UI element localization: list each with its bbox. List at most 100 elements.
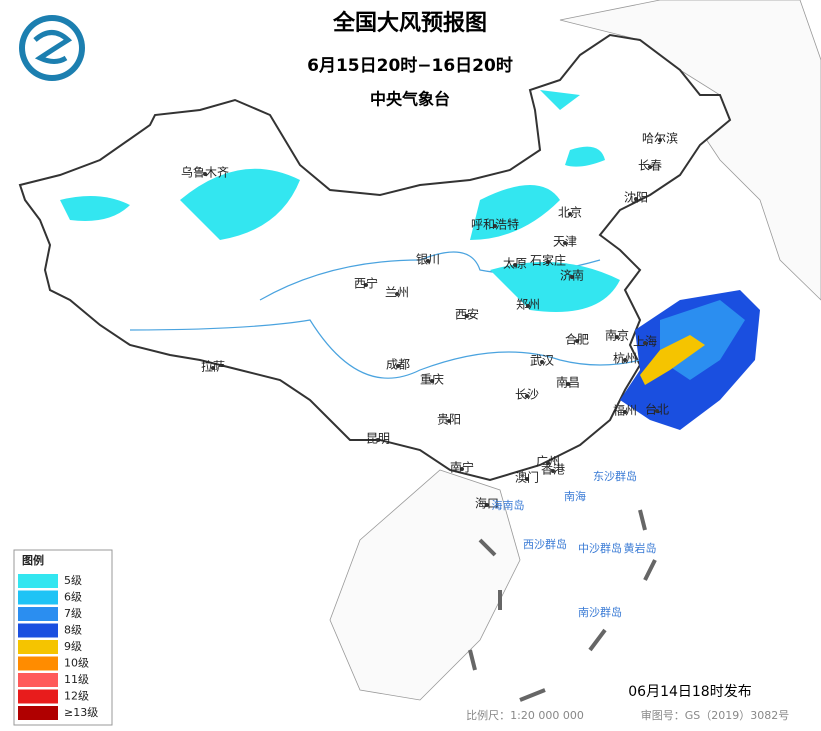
legend-swatch [18, 640, 58, 654]
city-dot [575, 339, 579, 343]
city-dot [426, 259, 430, 263]
city-dot [634, 197, 638, 201]
legend-label: 7级 [64, 607, 82, 620]
city-dot [430, 379, 434, 383]
legend-swatch [18, 574, 58, 588]
legend-title: 图例 [22, 553, 44, 567]
sea-label: 西沙群岛 [523, 537, 567, 551]
city-label: 南宁 [450, 460, 474, 475]
city-label: 西宁 [354, 276, 378, 291]
period: 6月15日20时−16日20时 [307, 56, 513, 76]
city-label: 重庆 [420, 373, 444, 387]
city-label: 西安 [455, 307, 479, 322]
legend-swatch [18, 590, 58, 605]
city-dot [648, 165, 652, 169]
city-dot [546, 461, 550, 465]
city-label: 兰州 [385, 286, 409, 300]
sea-label: 中沙群岛 [578, 541, 622, 555]
city-label: 沈阳 [624, 190, 648, 205]
city-dot [364, 283, 368, 287]
approval: 审图号：GS（2019）3082号 [641, 708, 790, 722]
city-label: 海口 [475, 496, 499, 511]
city-label: 长沙 [515, 388, 539, 402]
legend-label: 9级 [64, 640, 82, 653]
city-label: 杭州 [613, 351, 637, 366]
city-label: 长春 [638, 159, 662, 173]
legend-label: 11级 [64, 673, 89, 686]
city-label: 银川 [416, 253, 440, 267]
city-label: 济南 [560, 268, 584, 283]
river [129, 319, 641, 379]
city-dot [570, 275, 574, 279]
city-label: 广州 [536, 455, 560, 469]
legend-label: 10级 [64, 657, 89, 670]
legend-label: ≥13级 [64, 706, 98, 719]
legend-swatch [18, 706, 58, 720]
city-label: 郑州 [516, 297, 540, 312]
sea-label: 南沙群岛 [578, 605, 622, 619]
city-label: 澳门 [515, 470, 539, 485]
city-dot [211, 366, 215, 370]
neighbour-land [559, 0, 821, 301]
neighbour-land [329, 469, 521, 701]
sea-label: 黄岩岛 [624, 541, 657, 555]
sea-label: 海南岛 [492, 498, 525, 512]
legend-label: 5级 [64, 574, 82, 587]
city-label: 南京 [605, 328, 629, 343]
city-dot [540, 360, 544, 364]
boundary-dash [468, 509, 657, 702]
legend-label: 8级 [64, 624, 82, 637]
city-dot [493, 224, 497, 228]
city-dot [526, 304, 530, 308]
city-label: 拉萨 [201, 359, 225, 374]
city-dot [447, 419, 451, 423]
city-dot [566, 382, 570, 386]
city-dot [376, 438, 380, 442]
city-label: 台北 [645, 402, 669, 417]
scale: 比例尺：1:20 000 000 [466, 708, 584, 722]
wind-9 [640, 335, 705, 385]
legend-swatch [18, 607, 58, 621]
city-label: 南昌 [556, 375, 580, 390]
city-label: 天津 [553, 235, 577, 249]
legend-swatch [18, 689, 58, 704]
legend-label: 6级 [64, 591, 82, 604]
city-dot [460, 467, 464, 471]
title: 全国大风预报图 [332, 10, 487, 36]
city-dot [513, 263, 517, 267]
wind-5 [60, 90, 620, 312]
city-dot [623, 358, 627, 362]
city-label: 香港 [541, 463, 565, 477]
china-outline [18, 33, 732, 482]
city-label: 贵阳 [437, 413, 461, 427]
city-label: 武汉 [530, 354, 554, 368]
city-dot [551, 469, 555, 473]
city-label: 成都 [386, 358, 410, 372]
city-dot [546, 260, 550, 264]
city-label: 太原 [503, 256, 527, 271]
city-dot [568, 212, 572, 216]
city-dot [658, 138, 662, 142]
city-dot [563, 241, 567, 245]
city-label: 福州 [613, 403, 637, 418]
city-label: 石家庄 [530, 253, 566, 268]
city-label: 昆明 [366, 432, 390, 446]
city-dot [465, 314, 469, 318]
city-dot [655, 409, 659, 413]
city-dot [525, 477, 529, 481]
city-dot [623, 410, 627, 414]
city-dot [395, 292, 399, 296]
city-dot [485, 503, 489, 507]
city-label: 北京 [558, 206, 582, 220]
issued: 06月14日18时发布 [628, 684, 751, 700]
city-label: 乌鲁木齐 [181, 165, 229, 180]
sea-label: 南海 [564, 489, 586, 503]
logo [33, 30, 73, 64]
city-label: 合肥 [565, 332, 589, 347]
city-dot [615, 335, 619, 339]
city-dot [396, 364, 400, 368]
legend-swatch [18, 673, 58, 687]
legend-swatch [18, 623, 58, 638]
city-label: 呼和浩特 [471, 217, 519, 232]
